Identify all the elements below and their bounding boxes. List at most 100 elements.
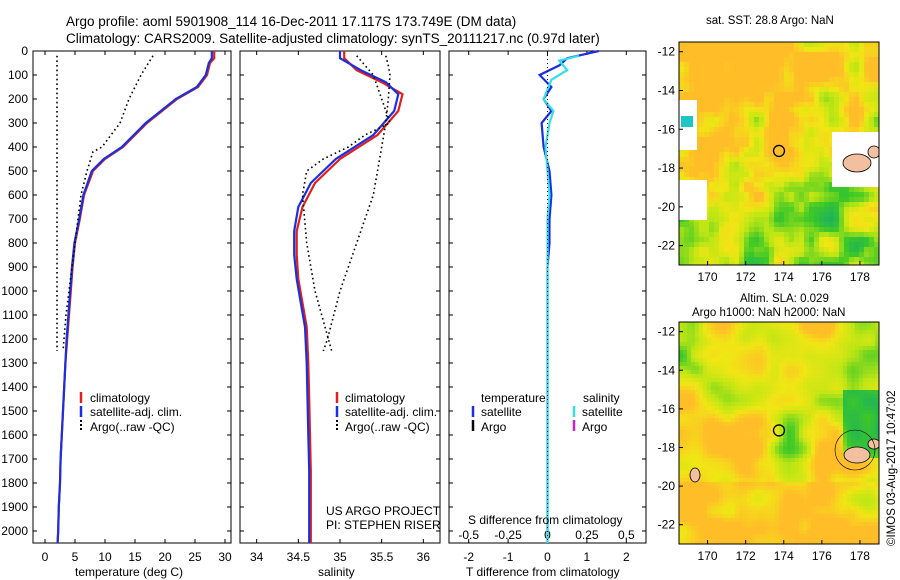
map-cell: [815, 386, 820, 391]
map-cell: [691, 506, 696, 511]
map-cell: [754, 257, 760, 263]
map-cell: [719, 87, 725, 93]
depth-tick-label: 1100: [2, 308, 28, 322]
map-cell: [714, 207, 720, 213]
map-cell: [767, 510, 772, 515]
map-cell: [807, 434, 812, 439]
map-cell: [719, 330, 724, 335]
map-cell: [795, 498, 800, 503]
map-cell: [699, 346, 704, 351]
map-cell: [875, 418, 879, 423]
map-cell: [867, 374, 872, 379]
map-cell: [804, 192, 810, 198]
map-cell: [824, 92, 830, 98]
map-cell: [751, 362, 756, 367]
map-cell: [829, 217, 835, 223]
map-cell: [779, 474, 784, 479]
map-cell: [795, 490, 800, 495]
map-cell: [744, 137, 750, 143]
map-cell: [707, 442, 712, 447]
map-cell: [799, 247, 805, 253]
map-cell: [734, 182, 740, 188]
map-cell: [819, 167, 825, 173]
map-cell: [699, 406, 704, 411]
map-cell: [814, 192, 820, 198]
map-cell: [731, 322, 736, 327]
map-cell: [755, 378, 760, 383]
map-cell: [719, 97, 725, 103]
map-cell: [804, 172, 810, 178]
map-cell: [863, 462, 868, 467]
map-cell: [764, 42, 770, 48]
map-cell: [795, 442, 800, 447]
map-cell: [704, 177, 710, 183]
map-cell: [871, 426, 876, 431]
map-cell: [851, 494, 856, 499]
map-cell: [734, 97, 740, 103]
map-cell: [874, 97, 879, 103]
map-cell: [739, 47, 745, 53]
map-cell: [819, 162, 825, 168]
map-cell: [729, 87, 735, 93]
map-cell: [869, 57, 875, 63]
map-cell: [859, 386, 864, 391]
map-cell: [744, 212, 750, 218]
map-cell: [703, 342, 708, 347]
map-cell: [744, 222, 750, 228]
map-cell: [691, 522, 696, 527]
map-cell: [703, 350, 708, 355]
map-cell: [723, 470, 728, 475]
map-cell: [831, 346, 836, 351]
map-cell: [863, 358, 868, 363]
map-cell: [779, 350, 784, 355]
map-cell: [823, 338, 828, 343]
map-cell: [803, 474, 808, 479]
map-cell: [759, 470, 764, 475]
map-cell: [783, 434, 788, 439]
map-cell: [839, 212, 845, 218]
map-cell: [767, 418, 772, 423]
map-cell: [847, 422, 852, 427]
map-cell: [711, 510, 716, 515]
map-cell: [839, 322, 844, 327]
map-cell: [871, 322, 876, 327]
map-cell: [754, 217, 760, 223]
map-cell: [751, 538, 756, 543]
map-cell: [804, 82, 810, 88]
map-cell: [839, 450, 844, 455]
map-cell: [794, 162, 800, 168]
map-cell: [763, 462, 768, 467]
map-cell: [771, 346, 776, 351]
map-cell: [699, 366, 704, 371]
map-cell: [831, 522, 836, 527]
map-cell: [743, 426, 748, 431]
map-cell: [779, 538, 784, 543]
map-cell: [704, 77, 710, 83]
map-cell: [839, 506, 844, 511]
map-cell: [715, 414, 720, 419]
map-cell: [783, 322, 788, 327]
map-cell: [749, 207, 755, 213]
map-cell: [767, 454, 772, 459]
map-cell: [769, 117, 775, 123]
map-cell: [747, 454, 752, 459]
map-cell: [827, 402, 832, 407]
map-cell: [843, 334, 848, 339]
map-cell: [839, 398, 844, 403]
map-cell: [843, 542, 848, 544]
map-cell: [839, 72, 845, 78]
map-cell: [763, 334, 768, 339]
map-cell: [803, 454, 808, 459]
map-cell: [811, 366, 816, 371]
map-cell: [689, 257, 695, 263]
map-cell: [875, 346, 879, 351]
map-cell: [829, 167, 835, 173]
map-cell: [744, 177, 750, 183]
map-cell: [814, 92, 820, 98]
map-cell: [764, 92, 770, 98]
map-cell: [859, 538, 864, 543]
map-cell: [739, 237, 745, 243]
map-cell: [707, 346, 712, 351]
map-cell: [839, 518, 844, 523]
map-cell: [811, 478, 816, 483]
